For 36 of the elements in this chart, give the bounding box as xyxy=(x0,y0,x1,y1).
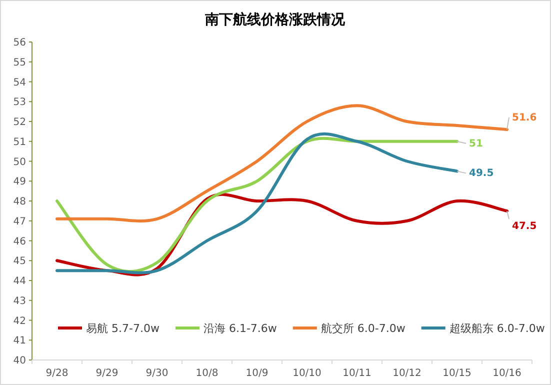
y-tick-label: 49 xyxy=(13,176,26,188)
y-tick-label: 52 xyxy=(13,117,26,128)
y-tick-label: 51 xyxy=(13,136,26,148)
legend-label: 易航 5.7-7.0w xyxy=(86,322,160,335)
y-tick-label: 45 xyxy=(13,256,26,268)
y-tick-label: 56 xyxy=(13,38,26,48)
y-tick-label: 47 xyxy=(13,216,26,228)
y-tick-label: 41 xyxy=(13,336,26,347)
x-tick-label: 10/12 xyxy=(392,368,422,379)
y-tick-label: 43 xyxy=(13,296,26,307)
x-tick-label: 10/10 xyxy=(292,368,322,379)
y-tick-label: 48 xyxy=(13,196,26,208)
x-tick-label: 10/15 xyxy=(442,368,472,379)
y-tick-label: 40 xyxy=(13,356,26,366)
legend-label: 超级船东 6.0-7.0w xyxy=(449,322,545,335)
y-tick-label: 54 xyxy=(13,77,26,88)
x-tick-label: 9/28 xyxy=(46,368,68,379)
y-tick-label: 44 xyxy=(13,276,26,287)
chart-title: 南下航线价格涨跌情况 xyxy=(204,11,346,28)
x-tick-label: 9/29 xyxy=(96,368,118,379)
legend-label: 沿海 6.1-7.6w xyxy=(203,322,277,335)
x-tick-label: 10/8 xyxy=(196,368,218,379)
y-tick-label: 55 xyxy=(13,57,26,68)
x-tick-label: 10/9 xyxy=(246,368,268,379)
x-tick-label: 10/11 xyxy=(342,368,372,379)
y-tick-label: 53 xyxy=(13,97,26,108)
x-tick-label: 9/30 xyxy=(146,368,168,379)
legend-label: 航交所 6.0-7.0w xyxy=(320,322,406,335)
y-tick-label: 42 xyxy=(13,316,26,327)
data-label: 51.6 xyxy=(512,112,537,124)
y-tick-label: 50 xyxy=(13,156,26,168)
data-label: 47.5 xyxy=(512,220,537,232)
data-label: 49.5 xyxy=(469,168,494,180)
data-label: 51 xyxy=(469,138,483,150)
x-tick-label: 10/16 xyxy=(492,368,522,379)
y-tick-label: 46 xyxy=(13,236,26,248)
